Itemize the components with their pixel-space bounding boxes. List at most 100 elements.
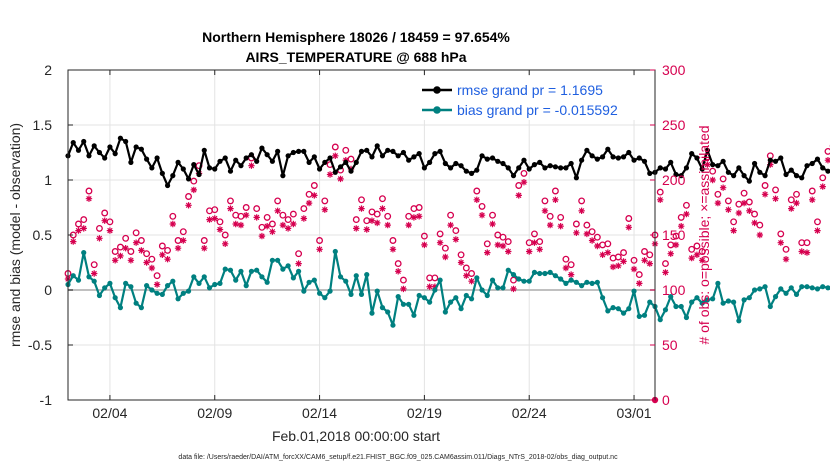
rmse-point xyxy=(573,175,579,181)
possible-obs-marker xyxy=(106,218,114,226)
possible-obs-marker xyxy=(237,212,245,220)
possible-obs-marker xyxy=(531,230,538,238)
possible-obs-marker xyxy=(415,204,423,211)
assimilated-obs-marker xyxy=(237,221,245,229)
bias-point xyxy=(316,290,323,296)
assimilated-obs-marker xyxy=(279,221,287,229)
possible-obs-marker xyxy=(457,251,465,259)
possible-obs-marker xyxy=(452,227,460,235)
rmse-point xyxy=(510,173,517,179)
rmse-point xyxy=(154,155,160,161)
rmse-point xyxy=(201,147,207,153)
assimilated-obs-marker xyxy=(557,223,564,230)
possible-obs-marker xyxy=(179,228,187,236)
bias-point xyxy=(280,266,286,272)
chart-title: Northern Hemisphere 18026 / 18459 = 97.6… xyxy=(202,29,510,45)
rmse-point xyxy=(411,154,417,160)
bias-point xyxy=(385,309,391,315)
rmse-point xyxy=(505,165,511,171)
assimilated-obs-marker xyxy=(725,206,732,213)
assimilated-obs-marker xyxy=(379,205,386,212)
assimilated-obs-marker xyxy=(814,227,821,234)
bias-point xyxy=(175,296,181,302)
possible-obs-marker xyxy=(787,196,795,204)
rmse-point xyxy=(353,159,359,165)
legend-box xyxy=(417,76,649,120)
rmse-point xyxy=(390,148,396,154)
bias-point xyxy=(196,280,202,286)
bias-point xyxy=(212,281,218,288)
possible-obs-marker xyxy=(310,182,318,189)
rmse-point xyxy=(86,153,92,159)
legend: rmse grand pr = 1.1695 bias grand pr = -… xyxy=(417,76,649,120)
possible-obs-marker xyxy=(551,187,559,195)
possible-obs-marker xyxy=(510,276,517,284)
assimilated-obs-marker xyxy=(630,265,638,273)
possible-obs-marker xyxy=(819,174,827,182)
rmse-point xyxy=(568,160,574,167)
y-left-tick-label: 1 xyxy=(44,172,52,188)
rmse-point xyxy=(641,158,648,164)
bias-point xyxy=(227,267,234,273)
rmse-point xyxy=(269,158,276,164)
bias-point xyxy=(322,295,328,301)
y-right-tick-label: 250 xyxy=(662,117,686,133)
rmse-point xyxy=(337,164,344,170)
x-tick-label: 03/01 xyxy=(617,405,652,421)
assimilated-obs-marker xyxy=(206,216,213,223)
possible-obs-marker xyxy=(373,210,381,218)
bias-point xyxy=(411,312,417,318)
assimilated-obs-marker xyxy=(410,214,418,221)
possible-obs-marker xyxy=(431,274,439,282)
bias-point xyxy=(180,290,186,296)
bias-point xyxy=(107,280,113,286)
rmse-point xyxy=(81,138,87,145)
data-marks xyxy=(64,135,830,404)
bias-point xyxy=(657,317,663,323)
bias-point xyxy=(337,274,344,280)
rmse-point xyxy=(70,140,76,146)
bias-point xyxy=(159,291,165,297)
possible-obs-marker xyxy=(793,190,800,198)
bias-point xyxy=(825,285,830,291)
assimilated-obs-marker xyxy=(678,223,685,230)
assimilated-obs-marker xyxy=(232,220,239,228)
possible-obs-marker xyxy=(740,189,748,197)
bias-point xyxy=(804,284,810,290)
rmse-point xyxy=(809,160,815,167)
assimilated-obs-marker xyxy=(436,239,444,246)
rmse-point xyxy=(343,159,349,165)
assimilated-obs-marker xyxy=(531,239,538,246)
bias-point xyxy=(579,283,585,289)
possible-obs-marker xyxy=(258,223,266,231)
assimilated-obs-marker xyxy=(311,192,318,199)
rmse-point xyxy=(306,159,312,165)
bias-point xyxy=(683,314,690,321)
possible-obs-marker xyxy=(80,216,88,224)
x-axis-label: Feb.01,2018 00:00:00 start xyxy=(272,428,440,444)
rmse-point xyxy=(704,147,711,153)
data-file-footnote: data file: /Users/raeder/DAI/ATM_forcXX/… xyxy=(178,454,618,461)
possible-obs-marker xyxy=(263,213,271,221)
possible-obs-marker xyxy=(321,197,329,205)
bias-point xyxy=(474,275,480,281)
possible-obs-marker xyxy=(90,261,98,269)
possible-obs-marker xyxy=(688,245,696,253)
rmse-point xyxy=(275,148,281,154)
bias-point xyxy=(416,292,422,299)
bias-point xyxy=(631,288,637,294)
rmse-point xyxy=(762,173,768,179)
bias-point xyxy=(788,285,794,291)
possible-obs-marker xyxy=(242,204,250,211)
bias-point xyxy=(264,279,270,285)
rmse-point xyxy=(311,154,317,160)
bias-point xyxy=(772,294,779,300)
assimilated-obs-marker xyxy=(201,245,208,252)
rmse-point xyxy=(149,165,155,171)
assimilated-obs-marker xyxy=(515,192,522,199)
possible-obs-marker xyxy=(777,230,785,238)
bias-point xyxy=(390,322,396,328)
bias-point xyxy=(662,307,669,313)
bias-point xyxy=(584,279,590,285)
bias-point xyxy=(374,288,380,294)
